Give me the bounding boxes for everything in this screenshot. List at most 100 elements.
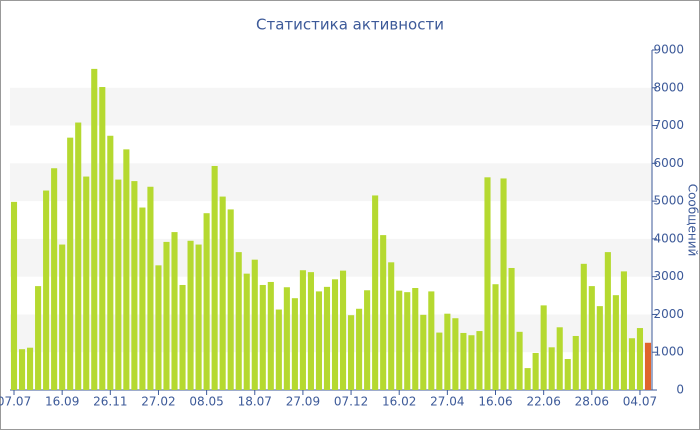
bar bbox=[235, 252, 242, 390]
bar bbox=[532, 352, 539, 390]
bar bbox=[572, 335, 579, 390]
bar bbox=[636, 328, 644, 390]
bar bbox=[131, 181, 138, 390]
bar bbox=[115, 179, 122, 390]
bar bbox=[620, 271, 627, 390]
bar bbox=[348, 315, 355, 390]
bar bbox=[187, 240, 194, 390]
bar bbox=[51, 168, 58, 390]
bar bbox=[460, 332, 467, 390]
grid-band bbox=[10, 163, 652, 202]
bar bbox=[299, 270, 306, 390]
bar bbox=[139, 207, 146, 390]
y-tick-label: 8000 bbox=[653, 80, 684, 94]
bar bbox=[163, 241, 170, 390]
bar bbox=[596, 306, 603, 390]
bar bbox=[404, 292, 411, 390]
bar bbox=[516, 331, 523, 390]
y-tick-label: 6000 bbox=[653, 156, 684, 170]
y-tick-label: 5000 bbox=[653, 194, 684, 208]
bar bbox=[211, 165, 218, 390]
bar bbox=[452, 318, 459, 390]
bar bbox=[307, 272, 314, 390]
bar bbox=[500, 178, 507, 390]
bar bbox=[508, 267, 515, 390]
bar bbox=[291, 298, 298, 390]
bar bbox=[267, 281, 274, 390]
grid-band bbox=[10, 238, 652, 277]
bar bbox=[59, 244, 66, 390]
bar bbox=[227, 209, 234, 390]
x-tick-label: 22.06 bbox=[526, 395, 560, 409]
bar bbox=[18, 349, 26, 390]
bar bbox=[540, 305, 547, 390]
bar bbox=[67, 137, 74, 390]
bar bbox=[412, 288, 419, 390]
bar bbox=[155, 265, 162, 390]
bar bbox=[644, 342, 652, 390]
bar bbox=[283, 287, 290, 390]
y-tick-label: 1000 bbox=[653, 345, 684, 359]
bar bbox=[315, 291, 323, 390]
bar bbox=[396, 290, 403, 390]
bar bbox=[10, 201, 18, 390]
bar bbox=[492, 284, 499, 390]
bar bbox=[27, 347, 34, 390]
bar bbox=[444, 313, 451, 390]
x-tick-label: 27.09 bbox=[286, 395, 320, 409]
bar bbox=[171, 232, 178, 390]
bar bbox=[468, 335, 475, 390]
bar bbox=[604, 252, 611, 390]
x-tick-label: 07.12 bbox=[334, 395, 368, 409]
bar bbox=[356, 308, 363, 390]
y-tick-label: 4000 bbox=[653, 231, 684, 245]
bar bbox=[476, 331, 483, 390]
bar bbox=[331, 279, 339, 390]
x-tick-label: 27.02 bbox=[141, 395, 175, 409]
bar bbox=[420, 314, 427, 390]
bar bbox=[219, 196, 226, 390]
bar bbox=[275, 309, 282, 390]
bar bbox=[147, 186, 154, 390]
x-tick-label: 07.07 bbox=[0, 395, 31, 409]
bar bbox=[251, 259, 258, 390]
y-tick-label: 0 bbox=[676, 383, 684, 397]
bar bbox=[580, 263, 587, 390]
y-tick-label: 9000 bbox=[653, 43, 684, 57]
bar bbox=[107, 135, 114, 390]
bar bbox=[43, 190, 50, 390]
bar bbox=[83, 176, 90, 390]
bar bbox=[524, 368, 531, 390]
x-tick-label: 08.05 bbox=[189, 395, 223, 409]
x-tick-label: 26.11 bbox=[93, 395, 127, 409]
x-tick-label: 27.04 bbox=[430, 395, 464, 409]
chart-title: Статистика активности bbox=[256, 16, 444, 34]
x-tick-label: 16.02 bbox=[382, 395, 416, 409]
bar bbox=[259, 284, 266, 390]
y-tick-label: 2000 bbox=[653, 307, 684, 321]
grid-band bbox=[10, 87, 652, 126]
bar bbox=[323, 286, 331, 390]
x-tick-label: 28.06 bbox=[575, 395, 609, 409]
bar bbox=[35, 286, 42, 390]
grid-band bbox=[10, 314, 652, 353]
bar bbox=[628, 338, 635, 390]
bar bbox=[372, 195, 379, 390]
bar bbox=[612, 295, 619, 390]
bar bbox=[428, 291, 435, 390]
x-tick-label: 16.06 bbox=[478, 395, 512, 409]
x-tick-label: 04.07 bbox=[623, 395, 657, 409]
bar bbox=[388, 262, 395, 390]
bar bbox=[75, 122, 82, 391]
bar bbox=[123, 149, 130, 390]
bar bbox=[91, 68, 98, 390]
bar bbox=[243, 273, 250, 390]
bar bbox=[380, 235, 387, 390]
y-axis-label: Сообщений bbox=[686, 184, 700, 257]
y-tick-label: 3000 bbox=[653, 269, 684, 283]
bar bbox=[484, 177, 491, 390]
bar bbox=[179, 284, 186, 390]
bar bbox=[564, 359, 571, 390]
bar bbox=[195, 244, 202, 390]
bar bbox=[436, 332, 443, 390]
